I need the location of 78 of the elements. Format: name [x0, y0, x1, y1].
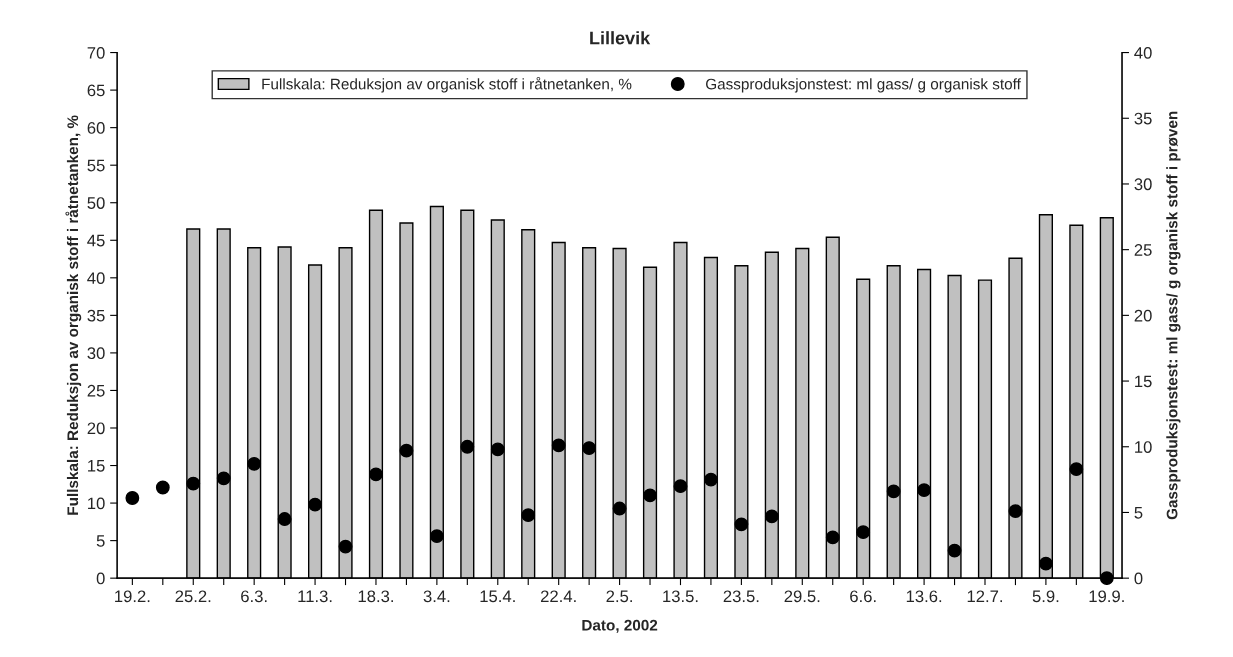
- point: [704, 472, 718, 487]
- y-tick-label: 30: [87, 347, 105, 360]
- x-tick-label: 11.3.: [298, 590, 332, 603]
- y-tick-label: 20: [87, 422, 105, 435]
- y-tick-label: 60: [87, 122, 105, 134]
- y-tick-label: 5: [96, 535, 105, 547]
- point: [186, 476, 201, 491]
- legend-label: Fullskala: Reduksjon av organisk stoff i råtnetanken, %: [262, 77, 632, 93]
- point: [673, 479, 688, 494]
- y2-tick-label: 15: [1135, 375, 1152, 388]
- point: [1038, 556, 1053, 571]
- point: [399, 443, 414, 458]
- y2-tick-label: 0: [1134, 572, 1143, 585]
- y-tick-label: 70: [87, 46, 105, 59]
- x-tick-label: 12.7.: [967, 590, 1003, 603]
- x-tick-label: 22.4.: [540, 590, 576, 603]
- point: [490, 442, 505, 457]
- point: [521, 508, 536, 522]
- point: [947, 543, 962, 558]
- point: [247, 456, 262, 471]
- x-tick-label: 13.5.: [663, 590, 698, 603]
- point: [155, 480, 170, 495]
- x-tick-label: 19.9.: [1089, 590, 1124, 603]
- y2-tick-label: 35: [1134, 112, 1152, 125]
- y-tick-label: 15: [88, 460, 105, 472]
- x-tick-label: 25.2.: [175, 590, 211, 603]
- y-tick-label: 25: [87, 384, 105, 397]
- x-tick-label: 6.3.: [241, 590, 267, 603]
- point: [643, 488, 657, 503]
- x-tick-label: 2.5.: [606, 590, 632, 603]
- point: [460, 439, 475, 454]
- x-tick-label: 13.6.: [906, 590, 942, 603]
- point: [429, 529, 444, 544]
- point: [1008, 504, 1023, 519]
- y2-axis-title: Gassproduksjonstest: ml gass/ g organisk stoff i prøven: [1166, 111, 1181, 520]
- point: [1069, 462, 1084, 477]
- y2-tick-label: 30: [1134, 178, 1152, 191]
- y-axis-title: Fullskala: Reduksjon av organisk stoff i råtnetanken, %: [65, 115, 82, 515]
- point: [612, 501, 627, 516]
- x-tick-label: 6.6.: [850, 590, 876, 603]
- y-tick-label: 40: [87, 272, 105, 285]
- point: [277, 512, 292, 526]
- point: [125, 491, 140, 505]
- legend-label: Gassproduksjonstest: ml gass/ g organisk stoff: [706, 78, 1021, 93]
- point: [582, 441, 597, 455]
- y-tick-label: 50: [87, 197, 105, 209]
- point: [764, 509, 779, 524]
- y2-tick-label: 20: [1134, 309, 1152, 322]
- point: [734, 517, 749, 532]
- x-tick-label: 23.5.: [723, 590, 759, 603]
- x-axis-title: Dato, 2002: [582, 619, 658, 633]
- point: [856, 525, 871, 540]
- point: [369, 467, 383, 482]
- x-tick-label: 15.4.: [480, 590, 515, 603]
- y-tick-label: 0: [96, 572, 105, 585]
- point: [338, 539, 353, 554]
- y-tick-label: 45: [87, 234, 105, 247]
- y2-tick-label: 25: [1134, 244, 1152, 256]
- point: [551, 438, 566, 453]
- point: [308, 497, 322, 512]
- point: [886, 484, 901, 499]
- y-tick-label: 10: [88, 497, 105, 510]
- point: [917, 483, 932, 498]
- chart-title: Lillevik: [590, 31, 651, 45]
- y-tick-label: 65: [87, 84, 105, 97]
- y2-tick-label: 40: [1134, 46, 1152, 59]
- x-tick-label: 3.4.: [423, 590, 450, 603]
- y-tick-label: 55: [87, 159, 105, 172]
- point: [1099, 571, 1114, 586]
- y2-tick-label: 5: [1134, 507, 1143, 519]
- point: [825, 530, 840, 545]
- point: [216, 471, 231, 486]
- y2-tick-label: 10: [1135, 441, 1152, 453]
- y-tick-label: 35: [87, 309, 105, 322]
- x-tick-label: 18.3.: [358, 590, 393, 603]
- x-tick-label: 19.2.: [115, 590, 150, 603]
- x-tick-label: 5.9.: [1032, 590, 1059, 603]
- x-tick-label: 29.5.: [784, 590, 820, 603]
